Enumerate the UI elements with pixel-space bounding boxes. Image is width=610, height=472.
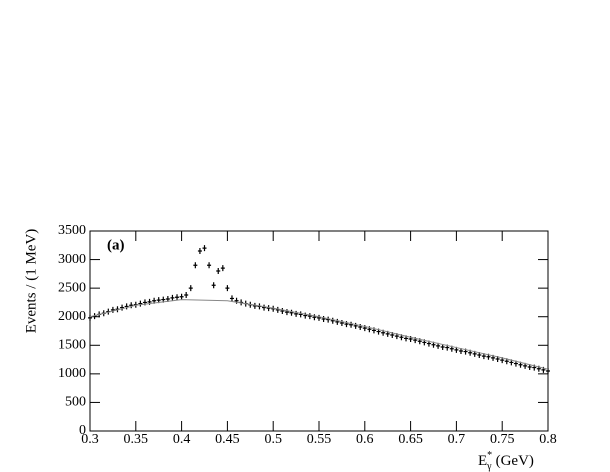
x-tick-label: 0.65 — [398, 432, 423, 447]
data-point — [330, 317, 335, 324]
data-point — [266, 305, 271, 312]
data-point — [275, 306, 280, 313]
x-tick-label: 0.6 — [356, 432, 374, 447]
y-axis-label: Events / (1 MeV) — [23, 229, 39, 334]
x-tick-label: 0.8 — [539, 432, 557, 447]
y-tick-label: 1000 — [58, 366, 86, 381]
data-point — [193, 262, 198, 269]
data-point — [353, 322, 358, 329]
y-tick-label: 2000 — [58, 309, 86, 324]
x-label-unit: (GeV) — [496, 453, 534, 469]
data-point — [326, 316, 331, 323]
data-point — [284, 309, 289, 316]
y-tick-label: 0 — [79, 423, 86, 438]
data-point — [298, 311, 303, 318]
data-point — [317, 314, 321, 321]
data-point — [170, 294, 175, 301]
data-point — [303, 312, 308, 319]
data-point — [349, 321, 354, 328]
data-point — [280, 308, 285, 314]
data-point — [262, 304, 267, 311]
x-tick-label: 0.5 — [264, 432, 282, 447]
data-point — [179, 293, 184, 300]
x-tick-label: 0.35 — [124, 432, 149, 447]
data-point — [197, 248, 202, 254]
data-point — [216, 268, 221, 274]
y-tick-label: 3500 — [58, 223, 86, 238]
data-point — [129, 302, 134, 309]
x-tick-label: 0.45 — [215, 432, 240, 447]
x-label-sup: * — [487, 450, 492, 461]
data-point — [207, 262, 212, 269]
y-tick-label: 1500 — [58, 338, 86, 353]
x-tick-label: 0.75 — [490, 432, 515, 447]
data-point — [339, 320, 344, 326]
data-point — [110, 306, 115, 313]
data-point — [225, 285, 230, 292]
data-point — [188, 285, 193, 292]
data-point — [175, 294, 180, 301]
data-point — [234, 297, 239, 304]
data-point — [335, 318, 340, 325]
data-point — [294, 310, 299, 317]
x-axis-label: E* γ (GeV) — [478, 450, 534, 472]
fit-curve — [89, 299, 549, 370]
data-point — [88, 314, 92, 321]
x-tick-label: 0.4 — [173, 432, 191, 447]
data-point — [220, 265, 225, 272]
plot-frame — [89, 230, 549, 432]
data-point — [124, 303, 129, 310]
annotation: (a) — [107, 237, 125, 253]
x-tick-label: 0.7 — [448, 432, 466, 447]
data-point — [312, 314, 317, 321]
data-point — [202, 245, 207, 252]
data-point — [307, 313, 312, 320]
y-tick-label: 3000 — [58, 252, 86, 267]
x-tick-label: 0.55 — [307, 432, 332, 447]
y-tick-label: 500 — [65, 395, 86, 410]
x-label-sub: γ — [486, 461, 492, 472]
x-tick-label: 0.3 — [81, 432, 99, 447]
data-point — [321, 316, 326, 322]
data-point — [289, 309, 294, 316]
y-tick-label: 2500 — [58, 280, 86, 295]
data-point — [440, 344, 445, 350]
data-point — [184, 292, 189, 298]
data-point — [211, 282, 216, 289]
data-point — [120, 304, 125, 311]
x-label-symbol: E — [478, 453, 487, 469]
data-point — [229, 295, 234, 302]
data-point — [138, 300, 143, 307]
